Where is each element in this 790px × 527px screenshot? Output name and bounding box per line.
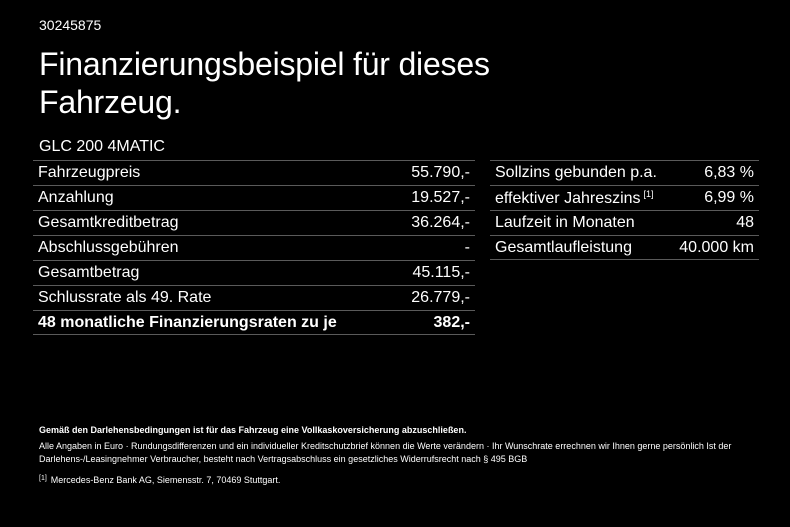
table-row: effektiver Jahreszins [1] 6,99 % xyxy=(490,185,759,210)
row-label: effektiver Jahreszins [1] xyxy=(495,189,654,208)
row-value: 45.115,- xyxy=(412,264,470,281)
table-row: Gesamtkreditbetrag 36.264,- xyxy=(33,210,475,235)
financing-table: Fahrzeugpreis 55.790,- Anzahlung 19.527,… xyxy=(33,160,475,335)
row-label: Gesamtkreditbetrag xyxy=(38,214,179,231)
footnote-marker: [1] xyxy=(643,188,654,199)
table-row: Gesamtlaufleistung 40.000 km xyxy=(490,235,759,260)
row-label: Laufzeit in Monaten xyxy=(495,214,635,231)
table-row: Sollzins gebunden p.a. 6,83 % xyxy=(490,160,759,185)
row-label: Abschlussgebühren xyxy=(38,239,179,256)
row-label: Schlussrate als 49. Rate xyxy=(38,289,212,306)
row-label: Anzahlung xyxy=(38,189,114,206)
offer-id: 30245875 xyxy=(39,17,102,33)
row-value: - xyxy=(464,239,470,256)
page-title: Finanzierungsbeispiel für dieses Fahrzeu… xyxy=(39,46,490,120)
row-label: Fahrzeugpreis xyxy=(38,164,141,181)
row-label: 48 monatliche Finanzierungsraten zu je xyxy=(38,313,337,331)
label-text: effektiver Jahreszins xyxy=(495,189,641,207)
row-value: 382,- xyxy=(433,313,470,331)
row-value: 40.000 km xyxy=(679,238,754,256)
row-value: 19.527,- xyxy=(411,189,470,206)
row-value: 6,83 % xyxy=(704,164,754,181)
table-row: Laufzeit in Monaten 48 xyxy=(490,210,759,235)
table-row: Schlussrate als 49. Rate 26.779,- xyxy=(33,285,475,310)
table-row: Anzahlung 19.527,- xyxy=(33,185,475,210)
row-label: Gesamtbetrag xyxy=(38,264,140,281)
footnote-marker: [1] xyxy=(39,475,47,482)
disclaimer: Alle Angaben in Euro · Rundungsdifferenz… xyxy=(39,441,732,464)
row-value: 55.790,- xyxy=(411,164,470,181)
table-row: Fahrzeugpreis 55.790,- xyxy=(33,160,475,185)
interest-table: Sollzins gebunden p.a. 6,83 % effektiver… xyxy=(490,160,759,260)
table-row: Gesamtbetrag 45.115,- xyxy=(33,260,475,285)
table-row: Abschlussgebühren - xyxy=(33,235,475,260)
legal-notes: Gemäß den Darlehensbedingungen ist für d… xyxy=(39,424,759,487)
footnote-text: Mercedes-Benz Bank AG, Siemensstr. 7, 70… xyxy=(50,475,281,485)
row-label: Gesamtlaufleistung xyxy=(495,238,632,256)
footnote: [1] Mercedes-Benz Bank AG, Siemensstr. 7,… xyxy=(39,472,759,487)
row-value: 26.779,- xyxy=(411,289,470,306)
row-label: Sollzins gebunden p.a. xyxy=(495,164,657,181)
monthly-rate-row: 48 monatliche Finanzierungsraten zu je 3… xyxy=(33,310,475,335)
row-value: 48 xyxy=(736,214,754,231)
row-value: 36.264,- xyxy=(411,214,470,231)
row-value: 6,99 % xyxy=(704,189,754,206)
model-name: GLC 200 4MATIC xyxy=(39,138,165,155)
insurance-note: Gemäß den Darlehensbedingungen ist für d… xyxy=(39,425,467,435)
